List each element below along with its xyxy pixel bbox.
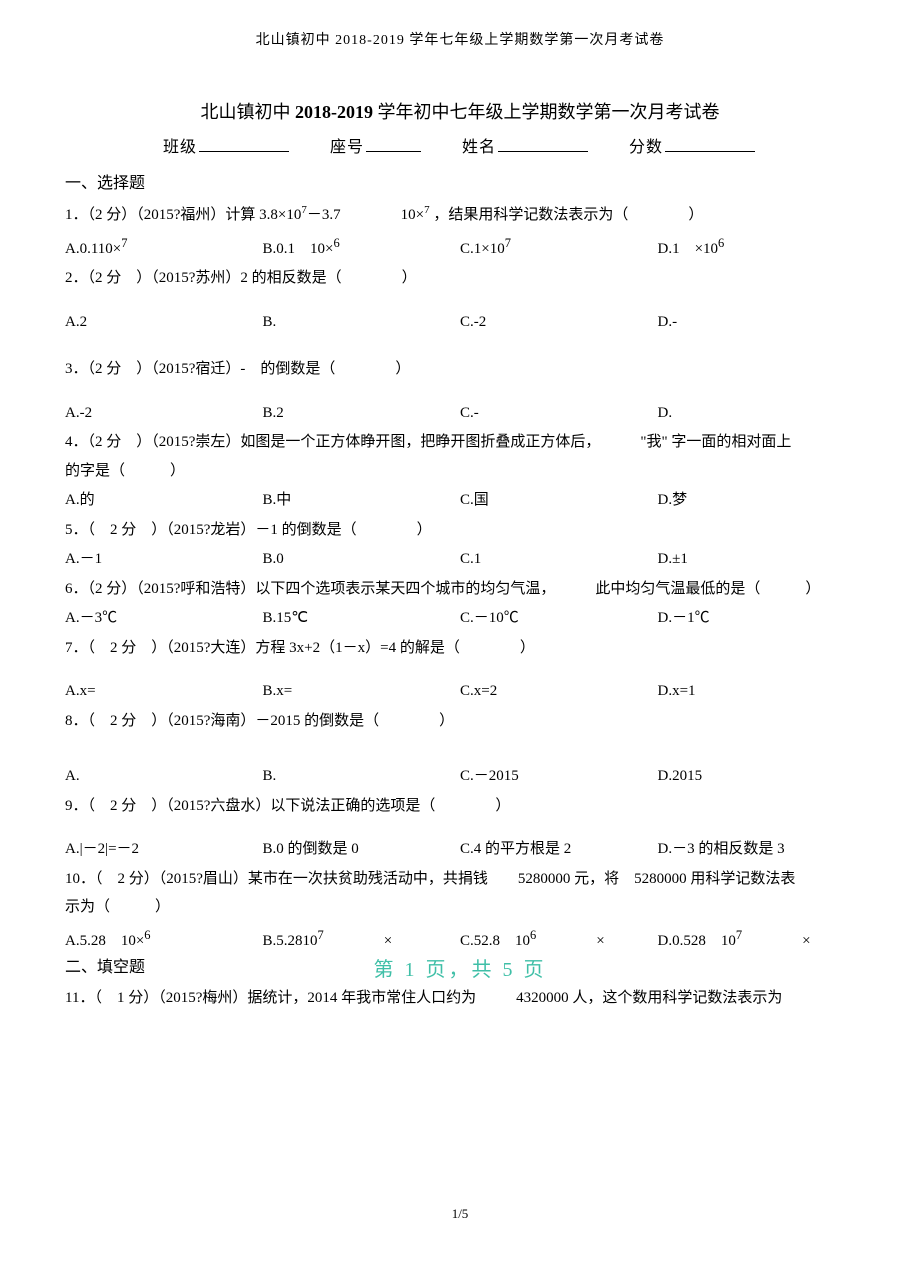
q1-opt-a: A.0.110×7 [65,234,263,261]
q4-stem-b: "我" 字一面的相对面上 [640,428,791,457]
q6-opt-c: C.－10℃ [460,607,658,630]
q4-stem-c: 的字是（ ） [65,457,855,486]
q6-opt-a: A.－3℃ [65,607,263,630]
q10-stem-c: 示为（ ） [65,893,855,922]
q1-stem-left: 1．（2 分）（2015?福州）计算 3.8×107－3.7 [65,200,341,230]
q7-opt-d: D.x=1 [658,680,856,703]
q1-opt-b: B.0.1 10×6 [263,234,461,261]
title-prefix: 北山镇初中 [201,102,296,122]
q6-stem: 6．（2 分）（2015?呼和浩特）以下四个选项表示某天四个城市的均匀气温， 此… [65,575,855,604]
page-watermark: 第 1 页，共 5 页 [0,955,920,985]
q3-stem: 3．（2 分 ）（2015?宿迁）- 的倒数是（ ） [65,355,855,384]
q10-opt-c: C.52.8 106 × [460,926,658,953]
q3-opt-a: A.-2 [65,402,263,425]
q9-opt-d: D.－3 的相反数是 3 [658,838,856,861]
class-blank [199,136,289,152]
q3-opt-c: C.- [460,402,658,425]
seat-label: 座号 [330,139,364,156]
q10-stem-a: 10．（ 2 分）（2015?眉山）某市在一次扶贫助残活动中，共捐钱 [65,865,488,894]
q8-opt-a: A. [65,765,263,788]
q7-opt-a: A.x= [65,680,263,703]
page-number: 1/5 [0,1204,920,1224]
q4-stem-row: 4．（2 分 ）（2015?崇左）如图是一个正方体睁开图，把睁开图折叠成正方体后… [65,428,855,457]
q5-opt-b: B.0 [263,548,461,571]
title-year: 2018-2019 [295,102,373,122]
q7-opt-b: B.x= [263,680,461,703]
q1-opt-c: C.1×107 [460,234,658,261]
q5-opt-a: A.－1 [65,548,263,571]
q11-stem-a: 11．（ 1 分）（2015?梅州）据统计，2014 年我市常住人口约为 [65,984,476,1013]
q10-opt-d: D.0.528 107 × [658,926,856,953]
q1-options: A.0.110×7 B.0.1 10×6 C.1×107 D.1 ×106 [65,234,855,261]
q1-stem-mid: 10×7 ，结果用科学记数法表示为（ ） [401,200,704,230]
title-suffix: 学年初中七年级上学期数学第一次月考试卷 [373,102,720,122]
q8-opt-b: B. [263,765,461,788]
q5-opt-d: D.±1 [658,548,856,571]
q7-stem: 7．（ 2 分 ）（2015?大连）方程 3x+2（1－x）=4 的解是（ ） [65,634,855,663]
q8-opt-c: C.－2015 [460,765,658,788]
q9-opt-c: C.4 的平方根是 2 [460,838,658,861]
q2-options: A.2 B. C.-2 D.- [65,311,855,334]
q4-stem-a: 4．（2 分 ）（2015?崇左）如图是一个正方体睁开图，把睁开图折叠成正方体后… [65,428,600,457]
q9-opt-a: A.|－2|=－2 [65,838,263,861]
q1: 1．（2 分）（2015?福州）计算 3.8×107－3.7 10×7 ，结果用… [65,200,855,230]
q6-stem-a: 6．（2 分）（2015?呼和浩特）以下四个选项表示某天四个城市的均匀气温， [65,575,555,604]
q11-stem-b: 4320000 人，这个数用科学记数法表示为 [516,984,782,1013]
q4-opt-b: B.中 [263,489,461,512]
q3-opt-d: D. [658,402,856,425]
q10-options: A.5.28 10×6 B.5.28107 × C.52.8 106 × D.0… [65,926,855,953]
q6-opt-d: D.－1℃ [658,607,856,630]
q4-opt-a: A.的 [65,489,263,512]
q4-options: A.的 B.中 C.国 D.梦 [65,489,855,512]
q11-stem-row: 11．（ 1 分）（2015?梅州）据统计，2014 年我市常住人口约为 432… [65,984,855,1013]
q6-stem-row: 6．（2 分）（2015?呼和浩特）以下四个选项表示某天四个城市的均匀气温， 此… [65,575,855,604]
name-label: 姓名 [462,139,496,156]
q1-opt-d: D.1 ×106 [658,234,856,261]
seat-blank [366,136,421,152]
q10-stem-row: 10．（ 2 分）（2015?眉山）某市在一次扶贫助残活动中，共捐钱 52800… [65,865,855,894]
q1-stem: 1．（2 分）（2015?福州）计算 3.8×107－3.7 10×7 ，结果用… [65,200,855,230]
q3-options: A.-2 B.2 C.- D. [65,402,855,425]
q10-opt-a: A.5.28 10×6 [65,926,263,953]
score-label: 分数 [629,139,663,156]
exam-page: 北山镇初中 2018-2019 学年七年级上学期数学第一次月考试卷 北山镇初中 … [0,0,920,1273]
q11-stem: 11．（ 1 分）（2015?梅州）据统计，2014 年我市常住人口约为 432… [65,984,855,1013]
q5-stem: 5．（ 2 分 ）（2015?龙岩）－1 的倒数是（ ） [65,516,855,545]
q5-opt-c: C.1 [460,548,658,571]
q2-opt-b: B. [263,311,461,334]
section-1-heading: 一、选择题 [65,172,855,196]
q6-opt-b: B.15℃ [263,607,461,630]
info-line: 班级 座号 姓名 分数 [65,136,855,160]
name-blank [498,136,588,152]
q7-opt-c: C.x=2 [460,680,658,703]
q5-options: A.－1 B.0 C.1 D.±1 [65,548,855,571]
q4-opt-c: C.国 [460,489,658,512]
score-blank [665,136,755,152]
q2-opt-a: A.2 [65,311,263,334]
q2-stem: 2．（2 分 ）（2015?苏州）2 的相反数是（ ） [65,264,855,293]
q9-options: A.|－2|=－2 B.0 的倒数是 0 C.4 的平方根是 2 D.－3 的相… [65,838,855,861]
q10-stem-b: 5280000 元，将 5280000 用科学记数法表 [518,865,796,894]
q8-options: A. B. C.－2015 D.2015 [65,765,855,788]
q4-opt-d: D.梦 [658,489,856,512]
q9-stem: 9．（ 2 分 ）（2015?六盘水）以下说法正确的选项是（ ） [65,792,855,821]
exam-title: 北山镇初中 2018-2019 学年初中七年级上学期数学第一次月考试卷 [65,99,855,126]
q6-stem-b: 此中均匀气温最低的是（ ） [595,575,820,604]
q10-stem: 10．（ 2 分）（2015?眉山）某市在一次扶贫助残活动中，共捐钱 52800… [65,865,855,922]
q10-opt-b: B.5.28107 × [263,926,461,953]
class-label: 班级 [163,139,197,156]
q8-stem: 8．（ 2 分 ）（2015?海南）－2015 的倒数是（ ） [65,707,855,736]
q2-opt-d: D.- [658,311,856,334]
q8-opt-d: D.2015 [658,765,856,788]
running-head: 北山镇初中 2018-2019 学年七年级上学期数学第一次月考试卷 [65,30,855,51]
q3-opt-b: B.2 [263,402,461,425]
q6-options: A.－3℃ B.15℃ C.－10℃ D.－1℃ [65,607,855,630]
q2-opt-c: C.-2 [460,311,658,334]
q4-stem: 4．（2 分 ）（2015?崇左）如图是一个正方体睁开图，把睁开图折叠成正方体后… [65,428,855,485]
q9-opt-b: B.0 的倒数是 0 [263,838,461,861]
q7-options: A.x= B.x= C.x=2 D.x=1 [65,680,855,703]
